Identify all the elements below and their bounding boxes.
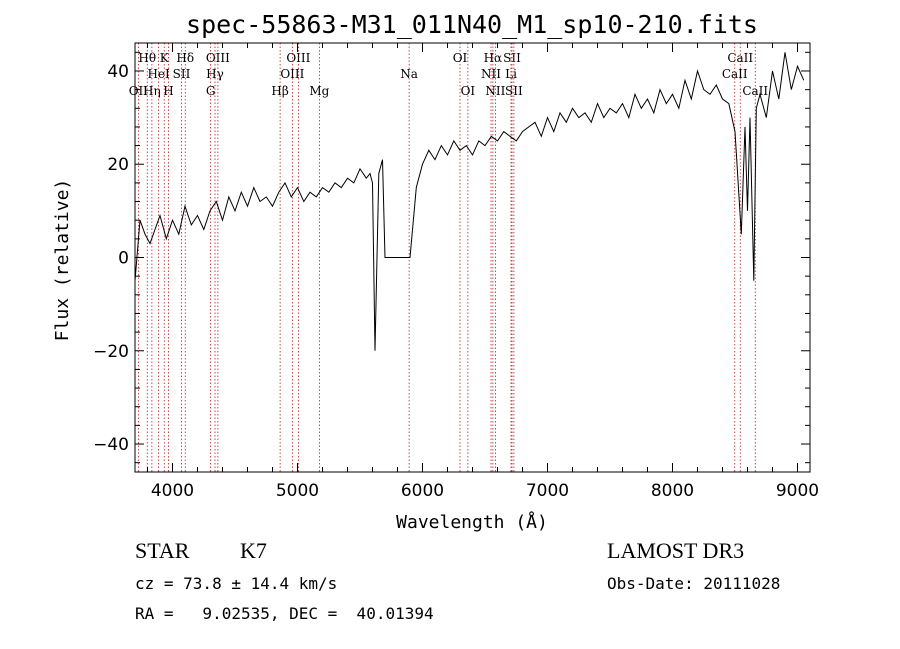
line-marker-label: Hα bbox=[484, 51, 503, 65]
line-marker-label: Hβ bbox=[271, 84, 288, 98]
line-marker-label: CaII bbox=[722, 67, 748, 81]
line-marker-label: OIII bbox=[280, 67, 304, 81]
spectral-class: K7 bbox=[240, 538, 267, 563]
y-tick-label: 0 bbox=[118, 249, 129, 269]
line-marker-label: H bbox=[163, 84, 173, 98]
line-marker-label: Hδ bbox=[176, 51, 194, 65]
x-tick-label: 6000 bbox=[401, 481, 444, 501]
x-tick-label: 8000 bbox=[651, 481, 694, 501]
x-axis: 4000 5000 6000 7000 8000 9000 bbox=[147, 43, 819, 501]
line-marker-label: Li bbox=[505, 67, 517, 81]
line-marker-label: Na bbox=[400, 67, 418, 81]
x-axis-label: Wavelength (Å) bbox=[396, 511, 548, 533]
line-marker-label: NII bbox=[481, 67, 501, 81]
line-marker-label: OIII bbox=[206, 51, 230, 65]
line-marker-label: OI bbox=[453, 51, 468, 65]
y-tick-label: 20 bbox=[107, 155, 129, 175]
line-marker-label: G bbox=[206, 84, 216, 98]
series-group bbox=[134, 52, 805, 351]
line-marker-label: HeI bbox=[147, 67, 170, 81]
x-tick-label: 4000 bbox=[151, 481, 194, 501]
line-marker-label: SII bbox=[503, 51, 521, 65]
line-marker-label: Hη bbox=[143, 84, 161, 98]
line-marker-label: OIII bbox=[286, 51, 310, 65]
coordinates: RA = 9.02535, DEC = 40.01394 bbox=[135, 604, 434, 623]
series-line-flux bbox=[134, 52, 805, 351]
line-marker-label: NII bbox=[485, 84, 505, 98]
redshift-line: cz = 73.8 ± 14.4 km/s bbox=[135, 574, 338, 593]
y-tick-label: −20 bbox=[93, 342, 129, 362]
y-tick-label: 40 bbox=[107, 62, 129, 82]
survey-name: LAMOST DR3 bbox=[607, 538, 745, 563]
object-type: STAR bbox=[135, 538, 190, 563]
plot-frame bbox=[134, 42, 811, 473]
line-marker-label: OI bbox=[461, 84, 476, 98]
line-markers: OII Hθ Hη HeI K H Hδ SII OIII Hγ G Hβ OIII OIII Mg Na OI… bbox=[129, 43, 768, 472]
line-marker-label: Mg bbox=[309, 84, 329, 98]
x-tick-label: 7000 bbox=[526, 481, 569, 501]
line-marker-label: CaII bbox=[742, 84, 768, 98]
line-marker-label: Hγ bbox=[206, 67, 224, 81]
chart-title: spec-55863-M31_011N40_M1_sp10-210.fits bbox=[186, 10, 758, 39]
y-axis-label: Flux (relative) bbox=[52, 179, 73, 342]
line-marker-label: K bbox=[160, 51, 170, 65]
y-tick-label: −40 bbox=[93, 435, 129, 455]
line-marker-label: Hθ bbox=[138, 51, 156, 65]
line-marker-label: CaII bbox=[727, 51, 753, 65]
x-tick-label: 5000 bbox=[276, 481, 319, 501]
line-marker-label: SII bbox=[173, 67, 191, 81]
line-marker-label: OII bbox=[129, 84, 149, 98]
y-axis: −40 −20 0 20 40 bbox=[93, 51, 810, 464]
line-marker-label: SII bbox=[505, 84, 523, 98]
x-tick-label: 9000 bbox=[776, 481, 819, 501]
obs-date: Obs-Date: 20111028 bbox=[607, 574, 781, 593]
